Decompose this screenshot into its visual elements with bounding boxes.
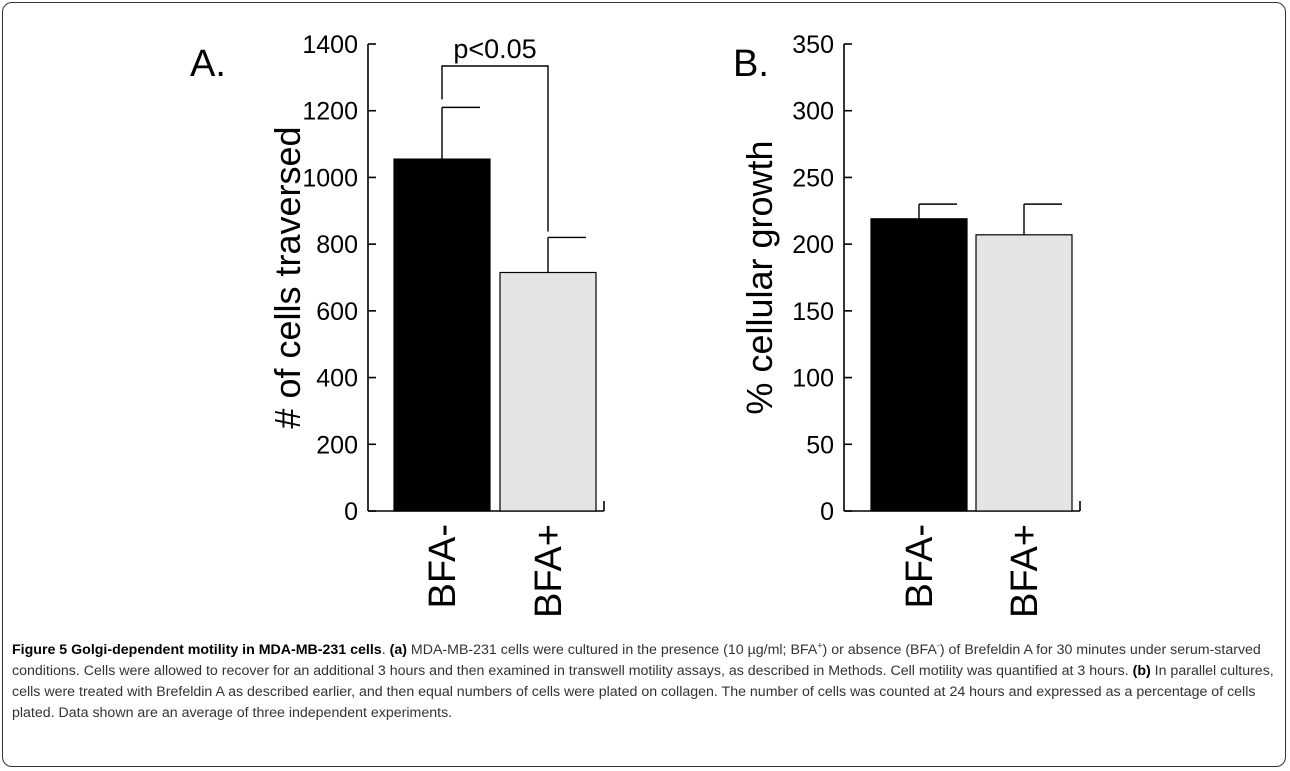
caption-a-text-2: ) or absence (BFA bbox=[822, 642, 937, 658]
caption-b-label: (b) bbox=[1132, 663, 1151, 679]
panel-a-significance-label: p<0.05 bbox=[453, 34, 536, 64]
panel-b-y-tick-label: 250 bbox=[792, 164, 834, 192]
caption-separator: . bbox=[381, 642, 390, 658]
panel-a-category-label-1: BFA- bbox=[422, 524, 464, 608]
panel-a-y-tick-label: 0 bbox=[344, 498, 358, 526]
panel-b-bar-1 bbox=[870, 218, 968, 512]
panel-a-bar-1 bbox=[393, 158, 491, 512]
panel-b-category-label-2: BFA+ bbox=[1004, 524, 1046, 618]
panel-b-y-tick-label: 350 bbox=[792, 31, 834, 59]
panel-a-bar-2 bbox=[499, 271, 597, 512]
panel-a-y-tick-label: 600 bbox=[316, 298, 358, 326]
panel-a-y-tick-label: 800 bbox=[316, 231, 358, 259]
panel-a-y-axis-title: # of cells traversed bbox=[267, 126, 308, 428]
panel-b-y-tick-label: 300 bbox=[792, 98, 834, 126]
caption-a-text-3: ) of Brefeldin A for 30 minutes under se… bbox=[12, 642, 1261, 679]
panel-b-y-tick-label: 0 bbox=[820, 498, 834, 526]
caption-a-text-1: MDA-MB-231 cells were cultured in the pr… bbox=[406, 642, 818, 658]
panel-a-significance-bracket bbox=[441, 65, 549, 232]
panel-b-category-label-1: BFA- bbox=[899, 524, 941, 608]
panel-b-y-tick-label: 200 bbox=[792, 231, 834, 259]
figure-caption: Figure 5 Golgi-dependent motility in MDA… bbox=[12, 640, 1276, 724]
panel-a-label: A. bbox=[190, 43, 226, 85]
panel-b-y-axis-title: % cellular growth bbox=[739, 140, 780, 414]
panel-a-y-tick-label: 1000 bbox=[302, 164, 358, 192]
panel-b-y-tick-label: 100 bbox=[792, 365, 834, 393]
panel-b-label: B. bbox=[733, 43, 769, 85]
panel-a-category-label-2: BFA+ bbox=[528, 524, 570, 618]
caption-sup-plus: + bbox=[817, 640, 823, 651]
panel-a-y-tick-label: 1200 bbox=[302, 98, 358, 126]
panel-b-y-tick-label: 50 bbox=[806, 431, 834, 459]
panel-a-y-tick-label: 1400 bbox=[302, 31, 358, 59]
panel-a-y-tick-label: 200 bbox=[316, 431, 358, 459]
panel-a-y-tick-label: 400 bbox=[316, 365, 358, 393]
caption-sup-minus: - bbox=[936, 640, 940, 651]
panel-b-bar-2 bbox=[975, 234, 1073, 512]
caption-b-text: In parallel cultures, cells were treated… bbox=[12, 663, 1274, 721]
caption-title: Figure 5 Golgi-dependent motility in MDA… bbox=[12, 642, 382, 658]
caption-a-label: (a) bbox=[389, 642, 407, 658]
panel-b-y-tick-label: 150 bbox=[792, 298, 834, 326]
